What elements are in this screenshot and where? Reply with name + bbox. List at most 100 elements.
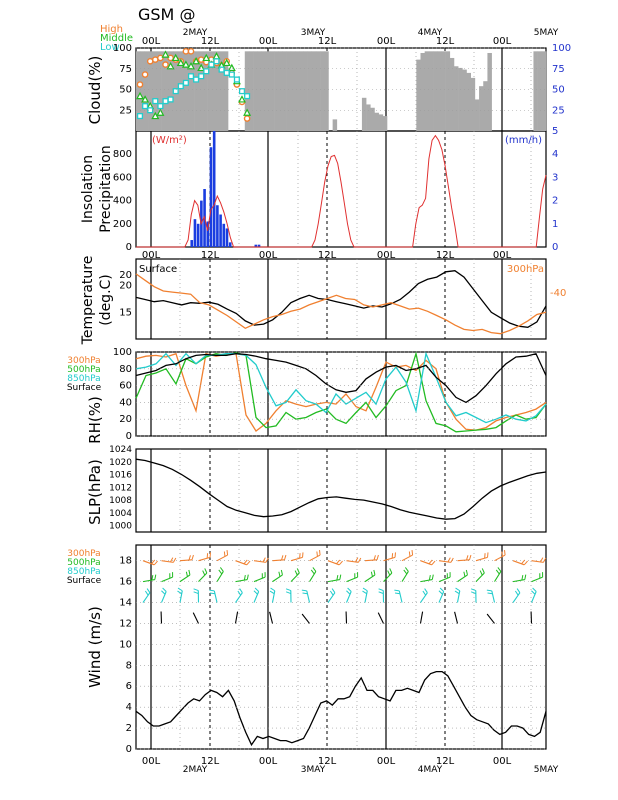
wind-barb-flag <box>497 567 502 572</box>
cloud-bar <box>265 51 271 131</box>
cloud-bar <box>211 51 216 131</box>
cloud-bar <box>470 77 476 131</box>
wind-barb-flag <box>151 559 156 565</box>
cloud-middle-point <box>186 62 196 70</box>
wind-barb-flag <box>378 588 384 592</box>
precip-bar <box>196 223 200 247</box>
precip-ytick: 2 <box>552 196 558 207</box>
wind-barb-flag <box>542 557 547 563</box>
cloud-ytick-right: 50 <box>552 85 565 96</box>
wind-barb-flag <box>188 569 191 576</box>
wind-barb-flag <box>394 589 400 592</box>
wind-barb <box>346 560 359 563</box>
series-line-slp <box>135 458 547 520</box>
cloud-ylabel: Cloud(%) <box>86 56 104 125</box>
wind-barb-flag <box>450 557 454 563</box>
cloud-bar <box>541 51 547 131</box>
wind-barb-flag <box>394 592 401 595</box>
wind-barb-flag <box>532 587 537 592</box>
cloud-middle-point <box>192 57 201 65</box>
wind-barb <box>383 556 396 562</box>
time-label-12L: 12L <box>436 756 455 767</box>
wind-barb-flag <box>516 588 521 593</box>
day-label: 5MAY <box>534 28 559 38</box>
wind-barb <box>420 578 433 583</box>
cloud-low-point <box>203 68 210 75</box>
panel-frame <box>135 448 547 533</box>
wind-ytick: 6 <box>126 681 132 692</box>
wind-barb <box>327 592 336 603</box>
wind-barb-flag <box>329 590 334 596</box>
time-label-00L: 00L <box>142 36 161 47</box>
wind-barb <box>179 559 193 562</box>
wind-barb <box>161 576 173 583</box>
wind-barb-flag <box>336 575 339 581</box>
wind-barb-flag <box>408 551 411 557</box>
wind-barb <box>512 560 525 566</box>
wind-barb-flag <box>243 559 248 565</box>
cloud-middle-point <box>176 58 185 67</box>
cloud-low-point <box>238 88 246 95</box>
insolation-ylabel: Insolation <box>80 155 96 223</box>
cloud-bar <box>282 51 287 131</box>
wind-barb <box>457 574 468 583</box>
cloud-bar <box>479 86 484 131</box>
cloud-low-point <box>162 98 169 105</box>
wind-barb-flag <box>265 557 269 563</box>
legend-rh-surface: Surface <box>67 383 102 393</box>
day-label: 2MAY <box>183 28 208 38</box>
wind-barb <box>419 611 424 624</box>
wind-barb-flag <box>262 557 266 563</box>
precip-bar <box>219 214 222 247</box>
wind-barb-flag <box>470 588 476 592</box>
slp-ytick: 1012 <box>109 483 132 493</box>
wind-ytick: 18 <box>119 556 132 567</box>
cloud-high-point <box>136 81 144 88</box>
wind-barb <box>192 612 199 624</box>
wind-barb-flag <box>404 567 409 572</box>
cloud-bar <box>332 119 338 131</box>
wind-barb-flag <box>191 554 194 561</box>
precip-bar <box>254 244 258 247</box>
wind-barb-flag <box>185 571 188 577</box>
wind-barb-flag <box>336 559 341 565</box>
wind-barb <box>271 590 276 603</box>
precip-ytick: 3 <box>552 172 558 183</box>
wind-barb <box>235 592 243 603</box>
legend-high: High <box>100 24 123 35</box>
wind-barb-flag <box>428 575 431 581</box>
cloud-ytick-right: 75 <box>552 64 565 75</box>
time-label-12L: 12L <box>318 756 337 767</box>
wind-barb-flag <box>376 554 379 561</box>
wind-barb-flag <box>319 550 321 556</box>
wind-barb-flag <box>362 590 367 595</box>
legend-wind-500hpa: 500hPa <box>67 558 100 568</box>
wind-barb <box>530 591 537 603</box>
rh-ytick: 40 <box>119 397 132 408</box>
wind-barb-flag <box>362 587 368 592</box>
wind-barb-flag <box>539 557 544 563</box>
day-label: 3MAY <box>301 28 326 38</box>
time-label-00L: 00L <box>377 250 396 261</box>
wind-barb <box>383 572 393 582</box>
wind-barb-flag <box>411 550 414 556</box>
wind-barb <box>272 559 285 562</box>
time-label-12L: 12L <box>201 756 220 767</box>
wind-barb <box>327 560 340 566</box>
wind-barb <box>494 554 506 562</box>
wind-barb-flag <box>504 550 506 556</box>
cloud-bar <box>437 51 442 131</box>
wind-ytick: 14 <box>119 598 132 609</box>
wind-barb-flag <box>439 587 445 592</box>
wind-barb-flag <box>495 569 500 575</box>
wind-barb <box>327 578 340 583</box>
wind-barb-flag <box>373 569 376 576</box>
wind-barb-flag <box>296 568 300 574</box>
time-label-12L: 12L <box>201 250 220 261</box>
cloud-bar <box>370 107 375 131</box>
cloud-bar <box>294 51 300 131</box>
day-label: 4MAY <box>418 765 443 775</box>
wind-barb-flag <box>239 588 243 593</box>
slp-ylabel: SLP(hPa) <box>86 459 104 525</box>
series-line-300hpa <box>135 273 547 335</box>
